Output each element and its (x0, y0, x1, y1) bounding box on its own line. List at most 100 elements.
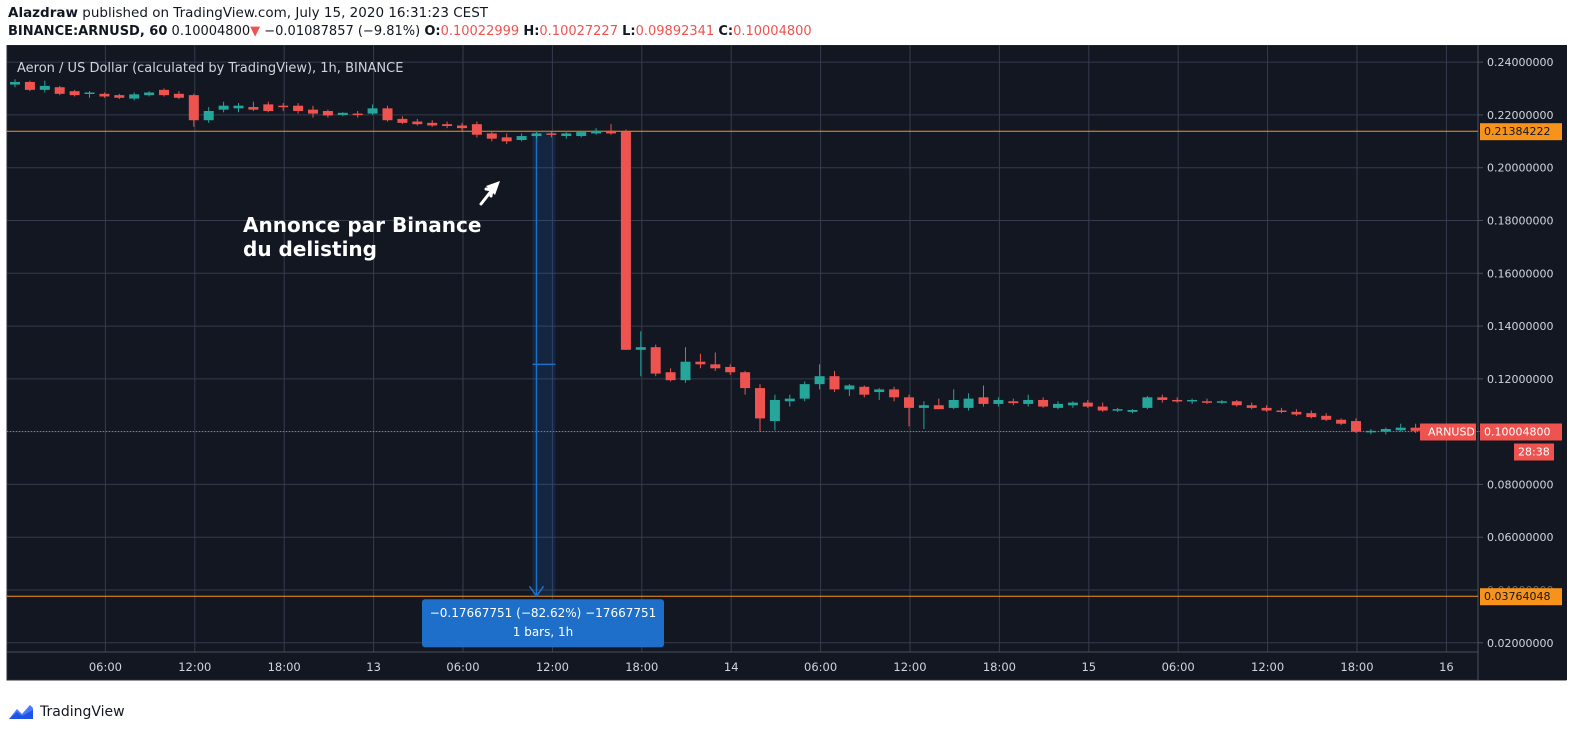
candle-body (69, 91, 80, 96)
measure-label[interactable]: −0.17667751 (−82.62%) −17667751 1 bars, 1… (422, 599, 664, 648)
published-text: published on TradingView.com, July 15, 2… (82, 5, 489, 21)
low-value: 0.09892341 (635, 24, 715, 39)
candle-body (784, 398, 795, 402)
candle (799, 381, 810, 402)
candle-body (963, 398, 974, 408)
candle (248, 101, 259, 111)
symbol-line: BINANCE:ARNUSD, 60 0.10004800▼ −0.010878… (8, 24, 812, 39)
candle-body (442, 124, 453, 127)
last-price-value: 0.10004800 (171, 24, 251, 39)
upper-level-label[interactable]: 0.21384222 (1484, 125, 1550, 138)
high-value: 0.10027227 (539, 24, 618, 39)
candle (427, 120, 438, 127)
candle-body (1321, 415, 1332, 420)
annotation-line-1: Annonce par Binance (243, 213, 481, 237)
candle-body (725, 366, 736, 373)
candle (918, 401, 929, 429)
candle-body (755, 388, 765, 419)
candle (814, 364, 825, 390)
candle (755, 384, 765, 432)
candle-body (933, 405, 944, 410)
candle-body (889, 389, 900, 398)
candle (710, 352, 721, 371)
open-label: O: (424, 24, 441, 39)
symbol-name: BINANCE:ARNUSD, 60 (8, 24, 168, 39)
time-tick-label: 13 (366, 660, 381, 674)
price-tick-label: 0.22000000 (1487, 109, 1553, 122)
candle-body (412, 121, 423, 125)
countdown-label[interactable]: 28:38 (1518, 446, 1550, 459)
candle (233, 103, 244, 113)
close-value: 0.10004800 (733, 24, 812, 39)
candle-body (308, 109, 318, 114)
candle (740, 370, 751, 395)
footer[interactable]: TradingView (8, 700, 125, 724)
candle (859, 385, 870, 398)
candle (1082, 399, 1093, 408)
chart-container[interactable]: −0.17667751 (−82.62%) −17667751 1 bars, 1… (0, 45, 1590, 695)
candle-body (501, 137, 512, 142)
candlestick-chart[interactable]: −0.17667751 (−82.62%) −17667751 1 bars, 1… (0, 45, 1590, 695)
arrow-head-icon (486, 181, 500, 195)
candle (471, 121, 482, 138)
price-tick-label: 0.20000000 (1487, 162, 1553, 175)
candle-body (1246, 405, 1257, 408)
candle-body (129, 94, 140, 99)
candle (99, 92, 110, 98)
candle (1038, 397, 1049, 408)
candle (963, 393, 974, 411)
candle-body (1067, 402, 1078, 406)
last-price-label-bg[interactable] (1480, 423, 1562, 441)
time-tick-label: 12:00 (893, 660, 926, 674)
open-value: 0.10022999 (440, 24, 520, 39)
candle-body (203, 110, 214, 121)
time-tick-label: 06:00 (89, 660, 122, 674)
candle-body (1395, 427, 1406, 431)
symbol-tag-bg[interactable] (1420, 423, 1476, 441)
last-price-label[interactable]: 0.10004800 (1484, 426, 1550, 439)
candle-body (1410, 427, 1421, 431)
measure-label-bg[interactable] (422, 599, 664, 648)
upper-level-label-bg[interactable] (1480, 123, 1562, 141)
candle (1231, 399, 1242, 407)
candle-body (84, 92, 95, 95)
annotation[interactable]: Annonce par Binance du delisting (243, 181, 500, 261)
price-axis[interactable]: 0.24000000 0.22000000 0.20000000 0.18000000… (1420, 45, 1567, 680)
candle-body (1097, 406, 1108, 411)
candle (188, 93, 199, 127)
candle-body (486, 133, 497, 139)
candle (337, 112, 348, 117)
time-tick-label: 16 (1439, 660, 1454, 674)
candle-body (620, 131, 631, 350)
candle-body (606, 130, 616, 134)
candle (203, 107, 214, 123)
candle-body (1008, 401, 1019, 404)
candle-body (397, 118, 408, 123)
candle-body (352, 113, 363, 116)
candle-body (471, 124, 482, 135)
candle-body (591, 130, 602, 134)
author-name[interactable]: Alazdraw (8, 5, 78, 21)
candle (978, 385, 989, 407)
measure-tool[interactable]: −0.17667751 (−82.62%) −17667751 1 bars, 1… (422, 131, 664, 648)
candle (1097, 402, 1108, 412)
candle-body (1172, 399, 1183, 402)
candle (829, 370, 840, 393)
time-tick-label: 06:00 (446, 660, 479, 674)
candle (904, 394, 914, 427)
time-tick-label: 12:00 (536, 660, 569, 674)
lower-level-label[interactable]: 0.03764048 (1484, 590, 1550, 603)
horizontal-levels[interactable] (7, 130, 1478, 597)
candle (1067, 401, 1078, 408)
time-axis[interactable]: 06:00 12:00 18:00 13 06:00 12:00 18:00 14 06:00 1… (89, 660, 1454, 674)
candle (874, 388, 885, 400)
symbol-tag[interactable]: ARNUSD (1428, 426, 1475, 439)
lower-level-label-bg[interactable] (1480, 588, 1562, 606)
candle-body (1365, 430, 1376, 433)
tradingview-brand: TradingView (40, 704, 125, 720)
candle (1202, 398, 1212, 404)
candle (1291, 409, 1302, 416)
countdown-label-bg[interactable] (1514, 443, 1554, 461)
candle-body (173, 93, 184, 98)
candle-body (561, 133, 572, 137)
